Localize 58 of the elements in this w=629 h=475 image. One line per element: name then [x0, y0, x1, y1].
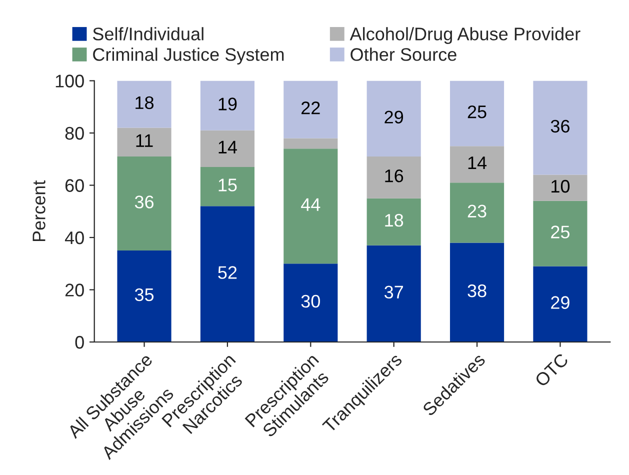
y-tick-label: 100 — [56, 74, 84, 88]
y-tick-label: 80 — [65, 126, 84, 140]
bar — [450, 80, 504, 146]
bar — [200, 166, 254, 206]
data-label: 36 — [550, 120, 570, 133]
bar — [117, 128, 172, 157]
data-label: 25 — [551, 226, 570, 238]
data-label: 14 — [218, 140, 237, 154]
legend-label: Alcohol/Drug Abuse Provider — [350, 27, 580, 44]
bar — [117, 80, 172, 128]
bar — [533, 200, 588, 266]
bar — [450, 242, 504, 342]
bar — [533, 266, 588, 342]
data-label: 22 — [302, 102, 320, 114]
bar — [117, 250, 172, 342]
bar — [117, 156, 172, 251]
data-label: 35 — [134, 288, 154, 302]
bar — [200, 130, 254, 167]
bar — [366, 80, 421, 157]
data-label: 29 — [384, 110, 404, 124]
data-label: 44 — [301, 198, 320, 211]
data-label: 52 — [218, 266, 237, 279]
bar — [200, 206, 254, 342]
bar — [533, 174, 588, 201]
data-label: 15 — [218, 178, 237, 192]
bar — [533, 80, 588, 175]
data-label: 36 — [134, 196, 154, 208]
data-label: 25 — [468, 105, 486, 118]
data-label: 23 — [468, 204, 486, 218]
bar — [200, 80, 254, 130]
bar — [366, 198, 421, 246]
bar — [284, 148, 338, 264]
y-tick-label: 40 — [64, 231, 84, 244]
data-label: 38 — [468, 284, 486, 298]
y-tick-label: 20 — [65, 284, 84, 296]
bar — [450, 146, 504, 183]
legend-label: Criminal Justice System — [93, 48, 284, 64]
bar — [366, 245, 421, 342]
bar — [284, 80, 338, 138]
data-label: 30 — [301, 294, 320, 308]
data-label: 11 — [136, 134, 153, 147]
y-axis-title: Percent — [32, 180, 46, 242]
data-label: 10 — [552, 180, 570, 193]
bar — [450, 182, 504, 243]
y-tick-label: 60 — [65, 179, 84, 192]
data-label: 37 — [384, 286, 403, 299]
data-label: 16 — [385, 169, 404, 182]
data-label: 14 — [468, 156, 487, 170]
legend-label: Self/Individual — [92, 27, 204, 40]
bar — [284, 264, 338, 342]
legend-label: Other Source — [350, 48, 456, 61]
bar — [366, 156, 421, 198]
bar — [284, 138, 338, 149]
data-label: 18 — [136, 96, 154, 110]
data-label: 19 — [218, 98, 237, 110]
y-tick-label: 0 — [75, 336, 84, 349]
data-label: 18 — [385, 214, 404, 227]
data-label: 29 — [551, 296, 570, 309]
